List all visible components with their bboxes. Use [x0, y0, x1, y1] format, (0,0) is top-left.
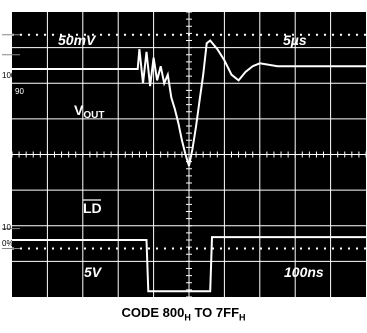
top-left-scale: 50mV [58, 32, 97, 48]
traces [12, 39, 366, 293]
figure-caption: CODE 800H TO 7FFH [121, 305, 246, 323]
vout-label: VOUT [74, 102, 104, 121]
graticule [11, 11, 367, 298]
bottom-left-scale: 5V [84, 264, 103, 280]
ld-label: LD [83, 200, 102, 216]
marker-0pct: 0% [2, 239, 14, 248]
top-right-scale: 5µs [283, 32, 307, 48]
reference-dotted-lines [2, 33, 366, 250]
marker-10: 10 [2, 223, 11, 232]
trace-ld [12, 236, 366, 293]
marker-90: 90 [15, 87, 24, 96]
oscilloscope-screen: 100 90 10 0% 50mV 5µs 5V 100ns VOUT LD [2, 11, 367, 298]
bottom-right-scale: 100ns [284, 264, 324, 280]
marker-100: 100 [2, 71, 16, 80]
trace-v-out [12, 39, 366, 167]
